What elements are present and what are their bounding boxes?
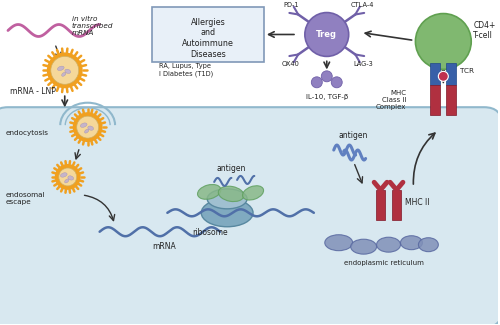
Text: endocytosis: endocytosis [6,130,49,136]
Text: antigen: antigen [339,131,368,140]
Text: CD4+
T-cell: CD4+ T-cell [473,20,496,40]
Ellipse shape [198,185,221,199]
Circle shape [55,164,80,190]
Text: Allergies
and
Autoimmune
Diseases: Allergies and Autoimmune Diseases [182,18,234,59]
Text: MHC II: MHC II [406,198,430,207]
FancyBboxPatch shape [0,107,500,325]
Text: CTLA-4: CTLA-4 [351,2,374,8]
Text: PD-1: PD-1 [283,2,298,8]
Ellipse shape [62,72,66,76]
FancyBboxPatch shape [152,6,264,62]
Text: in vitro
transcribed
mRNA: in vitro transcribed mRNA [72,16,113,35]
Ellipse shape [242,186,264,200]
Ellipse shape [58,66,64,71]
Ellipse shape [68,176,73,180]
Circle shape [47,52,82,88]
FancyBboxPatch shape [376,190,385,220]
Ellipse shape [325,235,352,251]
Text: antigen: antigen [216,164,246,173]
Text: mRNA: mRNA [152,242,176,251]
FancyBboxPatch shape [446,63,456,85]
Circle shape [72,112,102,142]
Circle shape [76,116,98,138]
Text: mRNA - LNP: mRNA - LNP [10,87,56,96]
FancyBboxPatch shape [446,85,456,115]
Circle shape [51,57,78,84]
Text: OX40: OX40 [282,61,300,67]
Circle shape [332,77,342,88]
Text: endosomal
escape: endosomal escape [6,192,46,205]
Ellipse shape [64,179,69,183]
Ellipse shape [84,129,89,133]
Ellipse shape [376,237,400,252]
Text: ribosome: ribosome [192,228,228,237]
Text: Treg: Treg [316,30,338,39]
Circle shape [438,72,448,81]
Circle shape [305,13,348,57]
FancyBboxPatch shape [430,85,440,115]
Text: LAG-3: LAG-3 [353,61,372,67]
Circle shape [322,71,332,82]
Text: IL-10, TGF-β: IL-10, TGF-β [306,94,348,100]
FancyBboxPatch shape [392,190,401,220]
Text: TCR: TCR [460,68,474,74]
FancyBboxPatch shape [430,63,440,85]
Ellipse shape [80,123,87,127]
Text: RA, Lupus, Type
I Diabetes (T1D): RA, Lupus, Type I Diabetes (T1D) [160,63,214,77]
Ellipse shape [218,186,244,202]
Circle shape [312,77,322,88]
Ellipse shape [88,126,94,130]
Ellipse shape [207,189,247,209]
Ellipse shape [201,199,253,227]
Text: endoplasmic reticulum: endoplasmic reticulum [344,260,423,266]
Ellipse shape [65,69,70,73]
Circle shape [416,14,471,69]
Ellipse shape [418,238,438,252]
Ellipse shape [60,173,67,177]
Ellipse shape [350,239,376,254]
Text: MHC
Class II
Complex: MHC Class II Complex [376,90,406,110]
Ellipse shape [400,236,422,250]
Circle shape [59,168,76,186]
